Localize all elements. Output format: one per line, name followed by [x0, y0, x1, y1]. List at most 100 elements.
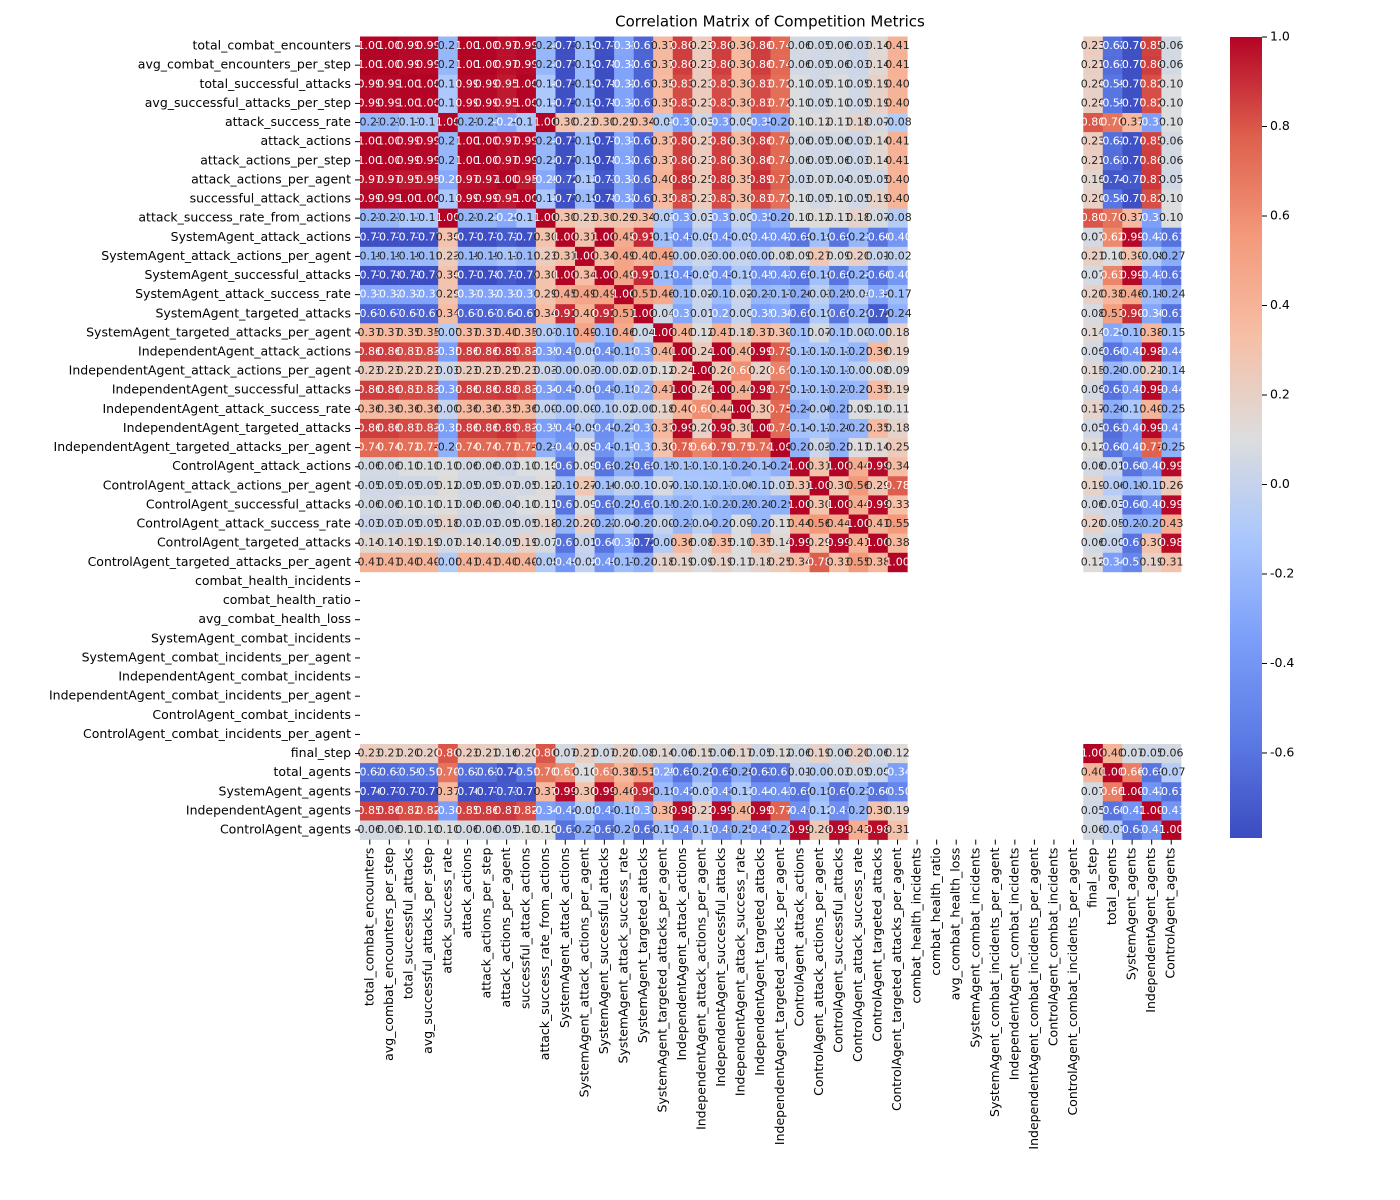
heatmap-cell — [379, 285, 400, 305]
cell-annotation: 0.05 — [807, 39, 832, 52]
heatmap-cell — [809, 189, 830, 209]
cell-annotation: 0.27 — [807, 249, 832, 262]
heatmap-cell — [379, 399, 400, 420]
cell-annotation: 0.40 — [729, 345, 754, 358]
cell-annotation: -0.26 — [1098, 402, 1126, 415]
heatmap-cell — [653, 323, 674, 343]
heatmap-cell — [1083, 399, 1104, 420]
cell-annotation: 0.00 — [729, 307, 754, 320]
cell-annotation: 0.12 — [807, 211, 832, 224]
cell-annotation: 0.99 — [1159, 460, 1184, 473]
cell-annotation: 0.95 — [494, 96, 519, 109]
heatmap-cell — [692, 170, 713, 190]
heatmap-cell — [711, 227, 732, 248]
heatmap-cell — [711, 189, 732, 209]
heatmap-cell — [868, 246, 889, 267]
cell-annotation: 0.29 — [612, 211, 637, 224]
heatmap-cell — [535, 399, 556, 420]
cell-annotation: -0.15 — [825, 326, 853, 339]
heatmap-cell — [594, 36, 615, 56]
cell-annotation: -0.63 — [1098, 154, 1126, 167]
heatmap-cell — [516, 93, 537, 114]
heatmap-cell — [516, 399, 537, 420]
cell-annotation: -0.14 — [1157, 364, 1185, 377]
heatmap-cell — [829, 112, 849, 133]
cell-annotation: -0.21 — [531, 135, 559, 148]
cell-annotation: -0.33 — [610, 173, 638, 186]
cell-annotation: 0.83 — [709, 77, 734, 90]
x-tick-label: SystemAgent_combat_incidents_per_agent — [987, 848, 1002, 1117]
cell-annotation: 0.41 — [885, 39, 910, 52]
cell-annotation: 1.00 — [1159, 823, 1184, 836]
cell-annotation: -0.19 — [414, 249, 442, 262]
cell-annotation: 0.04 — [827, 173, 852, 186]
heatmap-cell — [1102, 132, 1123, 152]
heatmap-cell — [770, 93, 791, 114]
cell-annotation: -0.78 — [590, 154, 618, 167]
heatmap-cell — [692, 55, 713, 76]
heatmap-cell — [1161, 285, 1182, 305]
cell-annotation: -0.07 — [649, 211, 677, 224]
cell-annotation: 1.00 — [514, 192, 539, 205]
cell-annotation: 0.38 — [885, 536, 910, 549]
heatmap-cell — [614, 361, 634, 381]
heatmap-cell — [379, 342, 400, 362]
heatmap-cell — [848, 208, 869, 229]
cell-annotation: 0.36 — [729, 96, 754, 109]
heatmap-cell — [1083, 208, 1104, 229]
heatmap-cell — [653, 227, 674, 248]
heatmap-cell — [868, 112, 889, 133]
cell-annotation: 1.00 — [436, 211, 461, 224]
heatmap-cell — [477, 36, 498, 56]
cell-annotation: 0.86 — [1139, 58, 1164, 71]
cell-annotation: -0.32 — [512, 288, 540, 301]
heatmap-cell — [1161, 361, 1182, 381]
heatmap-cell — [1141, 55, 1162, 76]
cell-annotation: 0.10 — [1159, 96, 1184, 109]
cell-annotation: 0.37 — [455, 326, 480, 339]
cell-annotation: 0.21 — [1081, 58, 1106, 71]
cell-annotation: 0.07 — [866, 116, 891, 129]
cell-annotation: 0.99 — [514, 39, 539, 52]
cell-annotation: -0.32 — [610, 192, 638, 205]
heatmap-cell — [692, 323, 713, 343]
x-tick-label: attack_success_rate_from_actions — [537, 848, 552, 1061]
heatmap-cell — [633, 55, 654, 76]
heatmap-cell — [731, 323, 752, 343]
cell-annotation: 1.00 — [397, 77, 422, 90]
heatmap-cell — [790, 36, 810, 56]
cell-annotation: 0.00 — [631, 402, 656, 415]
cell-annotation: 0.49 — [651, 249, 676, 262]
heatmap-cell — [809, 74, 830, 95]
cell-annotation: 0.79 — [768, 383, 793, 396]
heatmap-cell — [848, 151, 869, 171]
heatmap-cell — [1122, 380, 1143, 401]
cell-annotation: -0.32 — [395, 288, 423, 301]
heatmap-cell — [672, 189, 693, 209]
heatmap-cell — [692, 208, 713, 229]
cell-annotation: 1.00 — [416, 96, 441, 109]
cell-annotation: 1.00 — [455, 58, 480, 71]
cell-annotation: -0.19 — [571, 192, 599, 205]
heatmap-cell — [1141, 246, 1162, 267]
heatmap-cell — [672, 246, 693, 267]
heatmap-cell — [535, 170, 556, 190]
cell-annotation: 0.05 — [807, 192, 832, 205]
heatmap-cell — [750, 112, 771, 133]
heatmap-cell — [399, 132, 419, 152]
cell-annotation: 0.14 — [866, 154, 891, 167]
cell-annotation: -0.62 — [1098, 135, 1126, 148]
cell-annotation: 0.20 — [1081, 96, 1106, 109]
cell-annotation: 1.00 — [455, 39, 480, 52]
heatmap-cell — [790, 93, 810, 114]
cell-annotation: -0.67 — [473, 307, 501, 320]
cell-annotation: 0.99 — [416, 135, 441, 148]
heatmap-cell — [653, 151, 674, 171]
cell-annotation: 1.00 — [436, 116, 461, 129]
heatmap-cell — [711, 342, 732, 362]
cell-annotation: 0.46 — [1120, 288, 1145, 301]
cell-annotation: 0.15 — [1081, 364, 1106, 377]
heatmap-cell — [633, 112, 654, 133]
cell-annotation: -0.73 — [492, 269, 520, 282]
chart-title: Correlation Matrix of Competition Metric… — [615, 13, 925, 31]
